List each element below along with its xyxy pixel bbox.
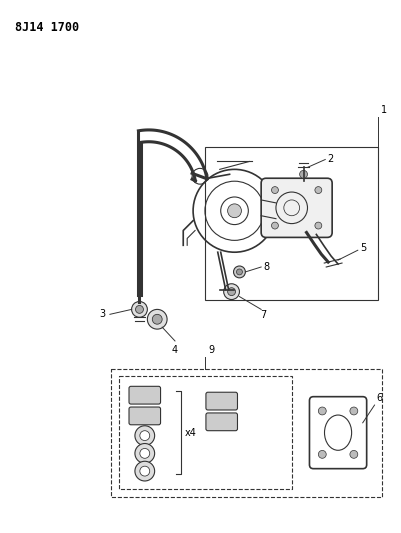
Circle shape — [152, 314, 162, 324]
Text: 9: 9 — [209, 345, 215, 355]
Circle shape — [350, 407, 358, 415]
Circle shape — [318, 450, 326, 458]
Text: 8: 8 — [263, 262, 269, 272]
FancyBboxPatch shape — [206, 392, 237, 410]
Circle shape — [132, 302, 148, 317]
FancyBboxPatch shape — [129, 386, 160, 404]
Circle shape — [140, 466, 150, 476]
Circle shape — [135, 443, 155, 463]
FancyBboxPatch shape — [261, 178, 332, 237]
Text: 8J14 1700: 8J14 1700 — [14, 21, 79, 35]
Circle shape — [271, 222, 278, 229]
Text: x4: x4 — [184, 427, 196, 438]
Circle shape — [315, 222, 322, 229]
Bar — [205, 147, 377, 300]
Text: 3: 3 — [99, 309, 105, 319]
Circle shape — [228, 288, 235, 296]
Text: 1: 1 — [381, 105, 387, 115]
Circle shape — [300, 171, 308, 178]
Text: 6: 6 — [377, 393, 383, 403]
Circle shape — [224, 284, 239, 300]
Text: 2: 2 — [327, 154, 334, 164]
Circle shape — [135, 426, 155, 446]
FancyBboxPatch shape — [206, 413, 237, 431]
Circle shape — [318, 407, 326, 415]
Bar — [111, 368, 383, 497]
Circle shape — [271, 187, 278, 193]
Circle shape — [228, 204, 241, 217]
Text: 7: 7 — [260, 310, 266, 320]
Circle shape — [233, 266, 245, 278]
FancyBboxPatch shape — [129, 407, 160, 425]
Text: 5: 5 — [360, 243, 366, 253]
Circle shape — [135, 461, 155, 481]
Circle shape — [140, 431, 150, 441]
Text: 4: 4 — [172, 345, 178, 355]
Circle shape — [136, 305, 144, 313]
Bar — [119, 376, 292, 489]
Circle shape — [237, 269, 243, 275]
Circle shape — [140, 448, 150, 458]
Circle shape — [148, 309, 167, 329]
Circle shape — [350, 450, 358, 458]
Circle shape — [315, 187, 322, 193]
